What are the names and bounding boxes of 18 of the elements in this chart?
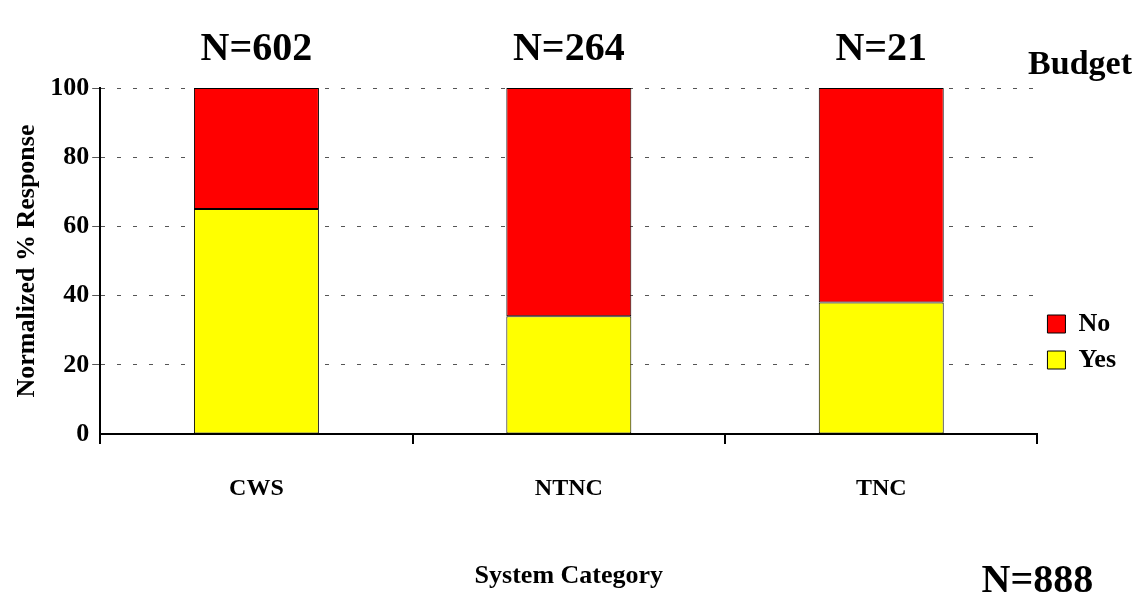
y-tick-label: 60: [63, 210, 90, 240]
text: N=264: [512, 24, 625, 69]
text: N=888: [981, 556, 1094, 601]
y-tick-label: 20: [63, 348, 90, 378]
y-tick-label: 0: [76, 417, 90, 447]
legend-label: Yes: [1078, 343, 1117, 373]
legend-title: Budget: [1028, 44, 1133, 81]
y-tick-label: 100: [50, 71, 90, 101]
text: N=21: [835, 24, 928, 69]
y-axis-title: Normalized % Response: [11, 124, 41, 398]
text: N=602: [200, 24, 313, 69]
x-axis-title: System Category: [474, 560, 664, 590]
legend-label: No: [1078, 307, 1111, 337]
x-tick-label: TNC: [855, 473, 907, 500]
y-tick-label: 40: [63, 279, 90, 309]
x-tick-label: NTNC: [534, 473, 603, 500]
y-tick-label: 80: [63, 140, 90, 170]
x-tick-label: CWS: [229, 473, 284, 500]
